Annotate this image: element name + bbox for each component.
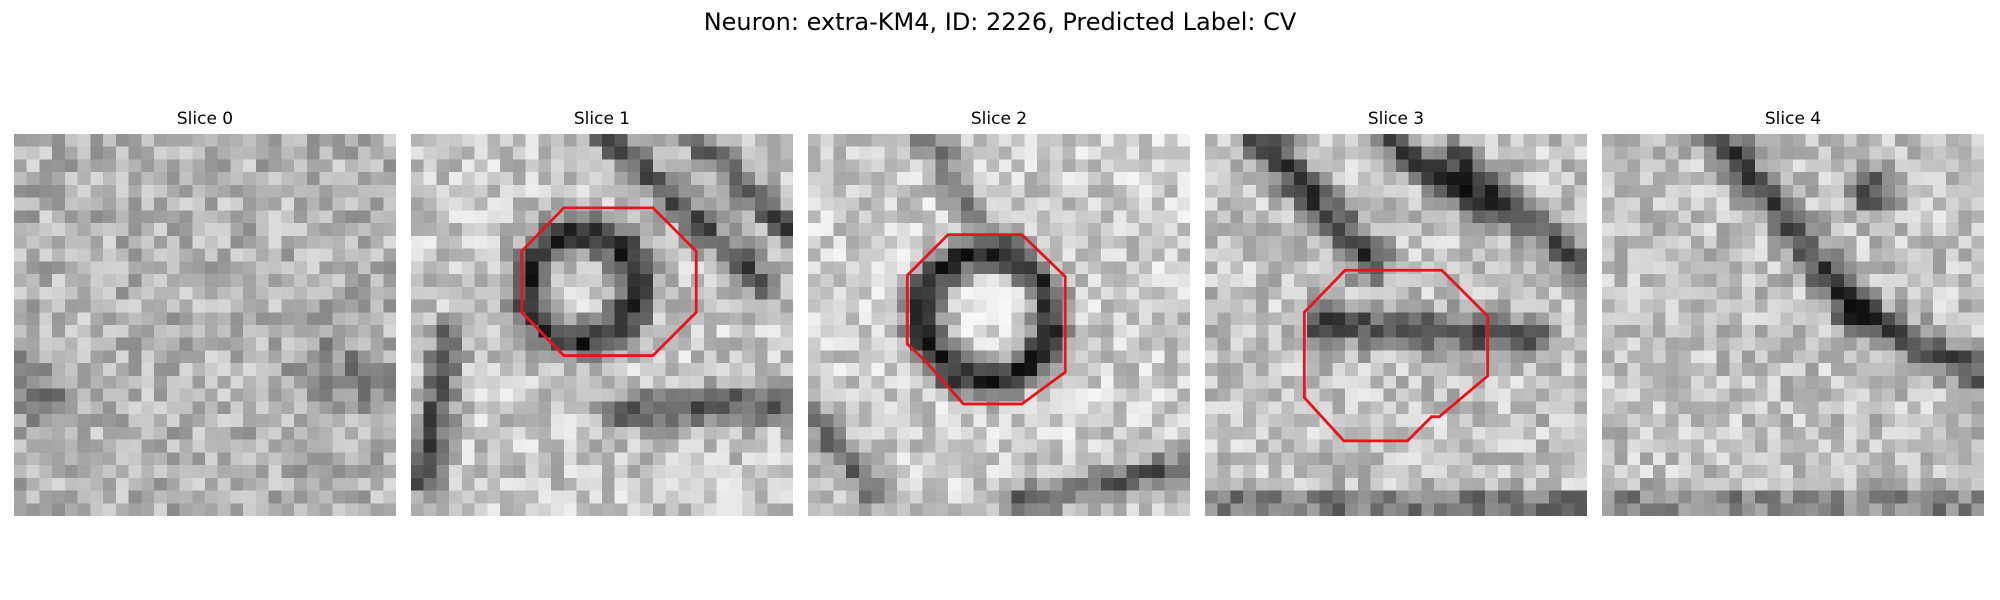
- slice-panel-0: Slice 0: [14, 108, 396, 526]
- slice-title-0: Slice 0: [14, 108, 396, 130]
- figure-title: Neuron: extra-KM4, ID: 2226, Predicted L…: [0, 6, 2000, 38]
- slice-title-4: Slice 4: [1602, 108, 1984, 130]
- slice-image-0: [14, 134, 396, 516]
- slice-panel-2: Slice 2: [808, 108, 1190, 526]
- slice-title-2: Slice 2: [808, 108, 1190, 130]
- slice-panel-4: Slice 4: [1602, 108, 1984, 526]
- slice-panel-1: Slice 1: [411, 108, 793, 526]
- slice-image-3: [1205, 134, 1587, 516]
- slice-title-3: Slice 3: [1205, 108, 1587, 130]
- slice-image-4: [1602, 134, 1984, 516]
- slice-image-1: [411, 134, 793, 516]
- slice-title-1: Slice 1: [411, 108, 793, 130]
- slice-image-2: [808, 134, 1190, 516]
- slice-panel-3: Slice 3: [1205, 108, 1587, 526]
